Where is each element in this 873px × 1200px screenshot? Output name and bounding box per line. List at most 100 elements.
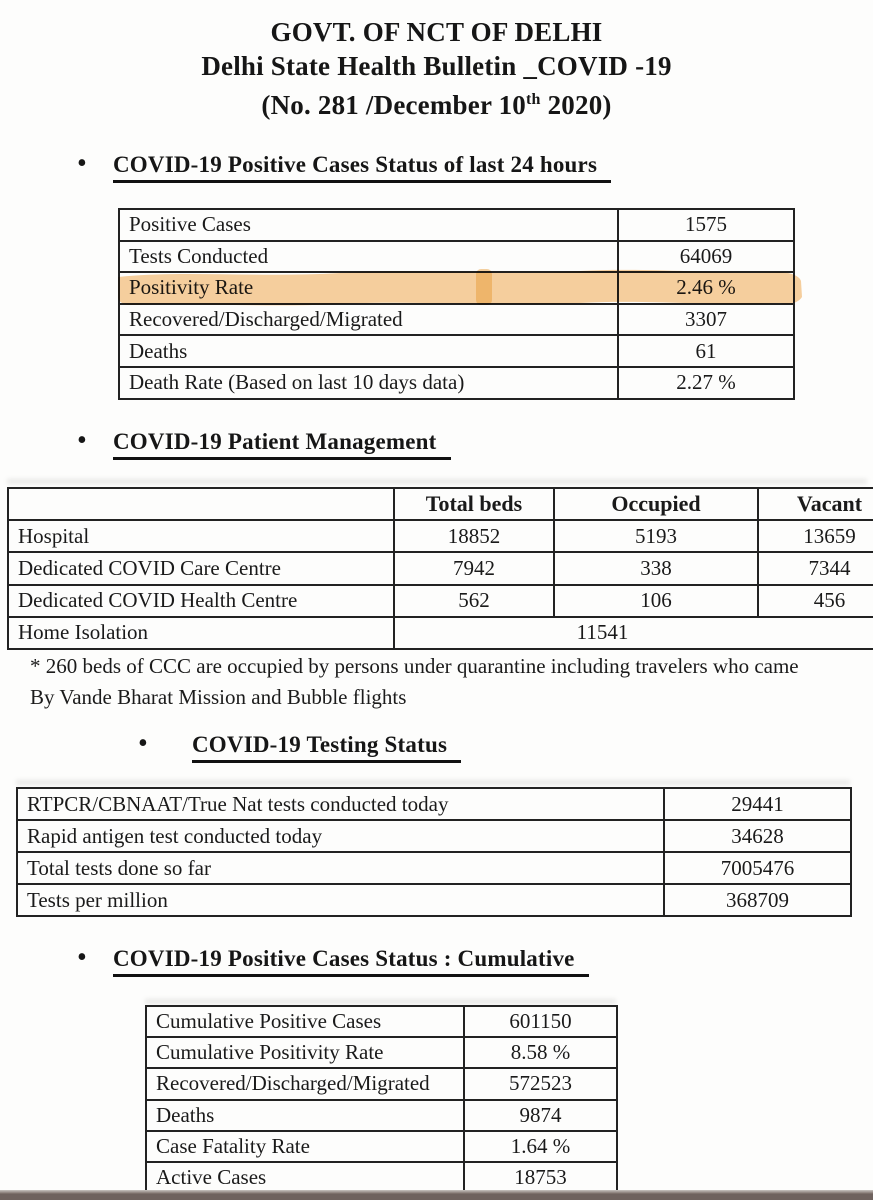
ccc-footnote: * 260 beds of CCC are occupied by person… [30,651,858,713]
table-row: Dedicated COVID Care Centre 7942 338 734… [7,551,873,586]
table-row: Recovered/Discharged/Migrated 3307 [118,302,795,337]
scan-smudge [16,780,850,785]
bottom-bar [0,1190,873,1200]
row-label: Dedicated COVID Health Centre [7,583,395,618]
row-label: Dedicated COVID Care Centre [7,551,395,586]
occupied-value: 106 [553,583,759,618]
row-value: 1575 [617,208,795,242]
row-label: Tests Conducted [118,239,619,274]
occupied-value: 5193 [553,519,759,554]
row-label: Hospital [7,519,395,554]
table-row-highlighted: Positivity Rate 2.46 % [118,271,795,305]
row-label: Cumulative Positive Cases [145,1004,465,1039]
row-value: 572523 [463,1067,618,1101]
section-heading-patient-management: • COVID-19 Patient Management [77,425,451,460]
column-header-vacant: Vacant [757,486,873,522]
row-value: 7005476 [663,851,852,885]
bullet-icon: • [138,728,148,759]
row-label: Recovered/Discharged/Migrated [118,302,619,337]
row-value: 8.58 % [463,1036,618,1070]
cumulative-status-table: Cumulative Positive Cases 601150 Cumulat… [145,1004,618,1195]
total-beds-value: 562 [393,583,555,618]
bullet-icon: • [77,425,87,456]
section-heading-cumulative: • COVID-19 Positive Cases Status : Cumul… [77,942,589,977]
section-heading-text: COVID-19 Positive Cases Status of last 2… [113,151,612,183]
section-heading-text: COVID-19 Testing Status [192,731,462,763]
row-value: 1.64 % [463,1129,618,1163]
row-value: 18753 [463,1160,618,1195]
row-label: Case Fatality Rate [145,1129,465,1163]
scan-smudge [7,479,867,484]
row-value: 368709 [663,883,852,917]
table-row: Recovered/Discharged/Migrated 572523 [145,1067,618,1101]
scan-smudge [145,999,616,1004]
table-row: Death Rate (Based on last 10 days data) … [118,365,795,400]
table-row: Hospital 18852 5193 13659 [7,519,873,554]
vacant-value: 13659 [757,519,873,554]
row-value: 29441 [663,787,852,821]
footnote-line: By Vande Bharat Mission and Bubble fligh… [30,685,407,709]
table-row: Deaths 9874 [145,1098,618,1132]
home-isolation-value: 11541 [393,615,873,650]
table-row: Case Fatality Rate 1.64 % [145,1129,618,1163]
patient-management-table: Total beds Occupied Vacant Hospital 1885… [7,486,873,650]
row-label: Home Isolation [7,615,395,650]
table-row: Cumulative Positivity Rate 8.58 % [145,1036,618,1070]
testing-status-table: RTPCR/CBNAAT/True Nat tests conducted to… [16,787,852,917]
row-label: Cumulative Positivity Rate [145,1036,465,1070]
row-label: Death Rate (Based on last 10 days data) [118,365,619,400]
vacant-value: 456 [757,583,873,618]
date-ordinal-superscript: th [526,91,541,108]
last-24-hours-table: Positive Cases 1575 Tests Conducted 6406… [118,208,795,400]
row-label: Positive Cases [118,208,619,242]
title-line-number-date: (No. 281 /December 10th 2020) [261,90,612,120]
table-row: Rapid antigen test conducted today 34628 [16,819,852,853]
footnote-line: * 260 beds of CCC are occupied by person… [30,654,799,678]
empty-header-cell [7,486,395,522]
row-label: Recovered/Discharged/Migrated [145,1067,465,1101]
section-heading-last-24-hours: • COVID-19 Positive Cases Status of last… [77,148,612,183]
occupied-value: 338 [553,551,759,586]
row-value: 2.46 % [617,271,795,305]
title-line-govt: GOVT. OF NCT OF DELHI [270,17,603,47]
table-row: Positive Cases 1575 [118,208,795,242]
row-label: Positivity Rate [118,271,619,305]
column-header-occupied: Occupied [553,486,759,522]
row-value: 3307 [617,302,795,337]
section-heading-text: COVID-19 Patient Management [113,428,451,460]
row-label: Deaths [145,1098,465,1132]
title-line-bulletin: Delhi State Health Bulletin _COVID -19 [201,51,672,81]
row-label: Active Cases [145,1160,465,1195]
row-value: 2.27 % [617,365,795,400]
row-value: 61 [617,334,795,368]
row-label: Total tests done so far [16,851,665,885]
row-label: Rapid antigen test conducted today [16,819,665,853]
vacant-value: 7344 [757,551,873,586]
total-beds-value: 7942 [393,551,555,586]
section-heading-text: COVID-19 Positive Cases Status : Cumulat… [113,945,589,977]
table-row-home-isolation: Home Isolation 11541 [7,615,873,650]
row-label: RTPCR/CBNAAT/True Nat tests conducted to… [16,787,665,821]
document-title: GOVT. OF NCT OF DELHI Delhi State Health… [0,15,873,122]
table-row: Cumulative Positive Cases 601150 [145,1004,618,1039]
table-row: Tests per million 368709 [16,883,852,917]
table-row: RTPCR/CBNAAT/True Nat tests conducted to… [16,787,852,821]
column-header-total-beds: Total beds [393,486,555,522]
bullet-icon: • [77,942,87,973]
table-row: Total tests done so far 7005476 [16,851,852,885]
row-value: 601150 [463,1004,618,1039]
row-label: Deaths [118,334,619,368]
total-beds-value: 18852 [393,519,555,554]
row-value: 34628 [663,819,852,853]
section-heading-testing-status: • COVID-19 Testing Status [138,728,462,763]
table-row: Tests Conducted 64069 [118,239,795,274]
row-value: 64069 [617,239,795,274]
row-value: 9874 [463,1098,618,1132]
table-header-row: Total beds Occupied Vacant [7,486,873,522]
table-row: Deaths 61 [118,334,795,368]
table-row: Active Cases 18753 [145,1160,618,1195]
bullet-icon: • [77,148,87,179]
row-label: Tests per million [16,883,665,917]
table-row: Dedicated COVID Health Centre 562 106 45… [7,583,873,618]
